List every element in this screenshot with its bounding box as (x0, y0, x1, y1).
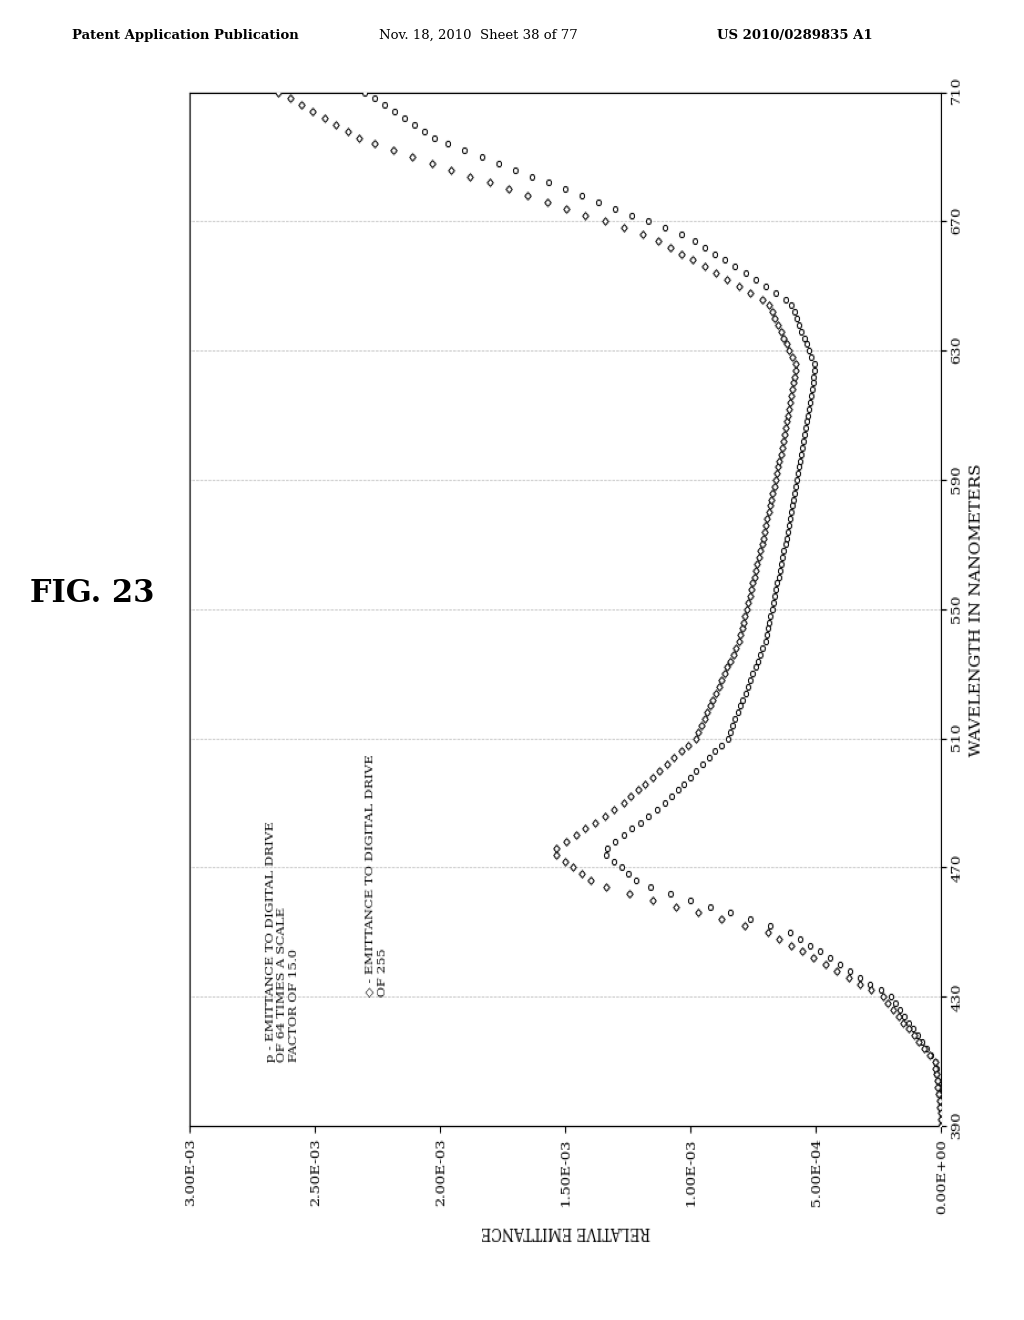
Text: Nov. 18, 2010  Sheet 38 of 77: Nov. 18, 2010 Sheet 38 of 77 (379, 29, 578, 42)
Text: US 2010/0289835 A1: US 2010/0289835 A1 (717, 29, 872, 42)
Text: FIG. 23: FIG. 23 (30, 578, 155, 610)
Text: Patent Application Publication: Patent Application Publication (72, 29, 298, 42)
